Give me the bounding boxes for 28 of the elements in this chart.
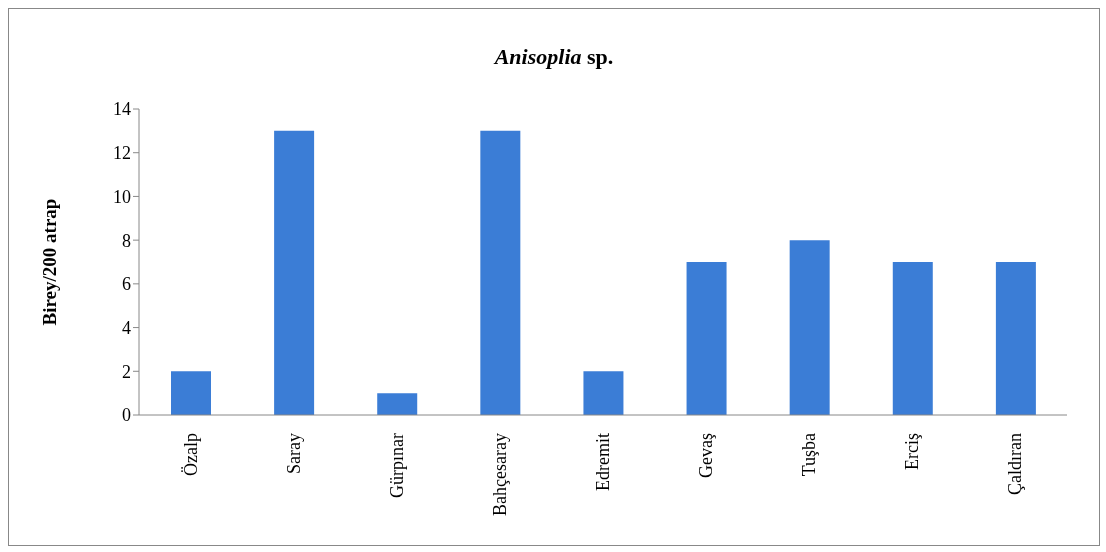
y-tick-label: 12 bbox=[113, 143, 131, 164]
bar bbox=[171, 371, 211, 415]
x-tick-label: Bahçesaray bbox=[489, 433, 510, 516]
y-tick-label: 4 bbox=[122, 317, 131, 338]
chart-title: Anisoplia sp. bbox=[492, 44, 614, 69]
bar bbox=[377, 393, 418, 415]
bar bbox=[892, 262, 933, 415]
y-tick-label: 2 bbox=[122, 361, 131, 382]
y-tick-label: 0 bbox=[122, 405, 131, 426]
x-tick-label: Saray bbox=[283, 433, 304, 474]
bar bbox=[789, 240, 830, 415]
bar bbox=[274, 130, 315, 415]
x-tick-label: Gürpınar bbox=[386, 433, 407, 498]
y-tick-label: 8 bbox=[122, 230, 131, 251]
y-axis-title: Birey/200 atrap bbox=[38, 198, 60, 326]
x-tick-label: Tuşba bbox=[799, 432, 820, 477]
bar bbox=[995, 262, 1036, 415]
bar bbox=[686, 262, 727, 415]
y-tick-label: 6 bbox=[122, 274, 131, 295]
y-tick-label: 10 bbox=[113, 186, 131, 207]
x-tick-label: Gevaş bbox=[696, 433, 717, 478]
bar bbox=[583, 371, 624, 415]
bar bbox=[480, 130, 521, 415]
x-tick-label: Özalp bbox=[180, 433, 201, 476]
y-tick-label: 14 bbox=[113, 99, 131, 120]
x-tick-label: Edremit bbox=[593, 433, 613, 491]
x-tick-label: Erciş bbox=[902, 433, 923, 470]
x-tick-label: Çaldıran bbox=[1005, 433, 1026, 495]
